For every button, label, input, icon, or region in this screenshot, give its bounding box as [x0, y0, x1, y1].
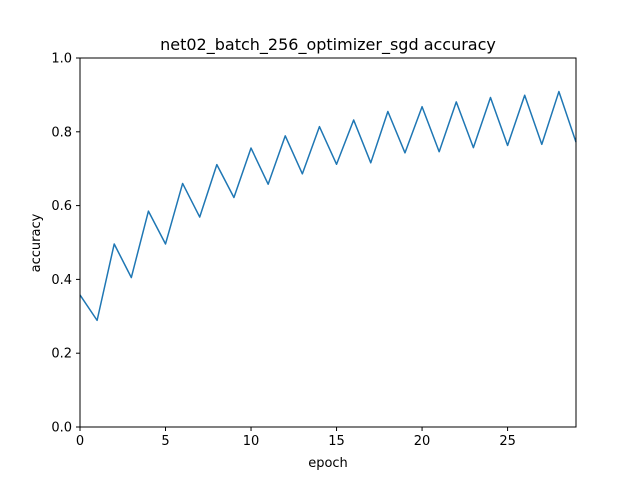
x-tick-label: 5 [161, 434, 169, 449]
x-tick-label: 0 [76, 434, 84, 449]
accuracy-series-line [79, 90, 577, 322]
y-tick-label: 0.0 [51, 421, 72, 436]
x-tick-label: 20 [414, 434, 431, 449]
chart-title: net02_batch_256_optimizer_sgd accuracy [160, 35, 496, 55]
y-axis-label: accuracy [29, 213, 44, 272]
x-axis-label: epoch [308, 456, 348, 471]
x-tick-label: 25 [499, 434, 516, 449]
y-tick-label: 0.2 [51, 347, 72, 362]
y-tick-label: 0.4 [51, 273, 72, 288]
y-tick-label: 0.6 [51, 199, 72, 214]
y-tick-label: 1.0 [51, 52, 72, 67]
y-tick-label: 0.8 [51, 125, 72, 140]
plot-frame [79, 57, 577, 428]
x-tick-label: 10 [243, 434, 260, 449]
x-tick-label: 15 [328, 434, 345, 449]
